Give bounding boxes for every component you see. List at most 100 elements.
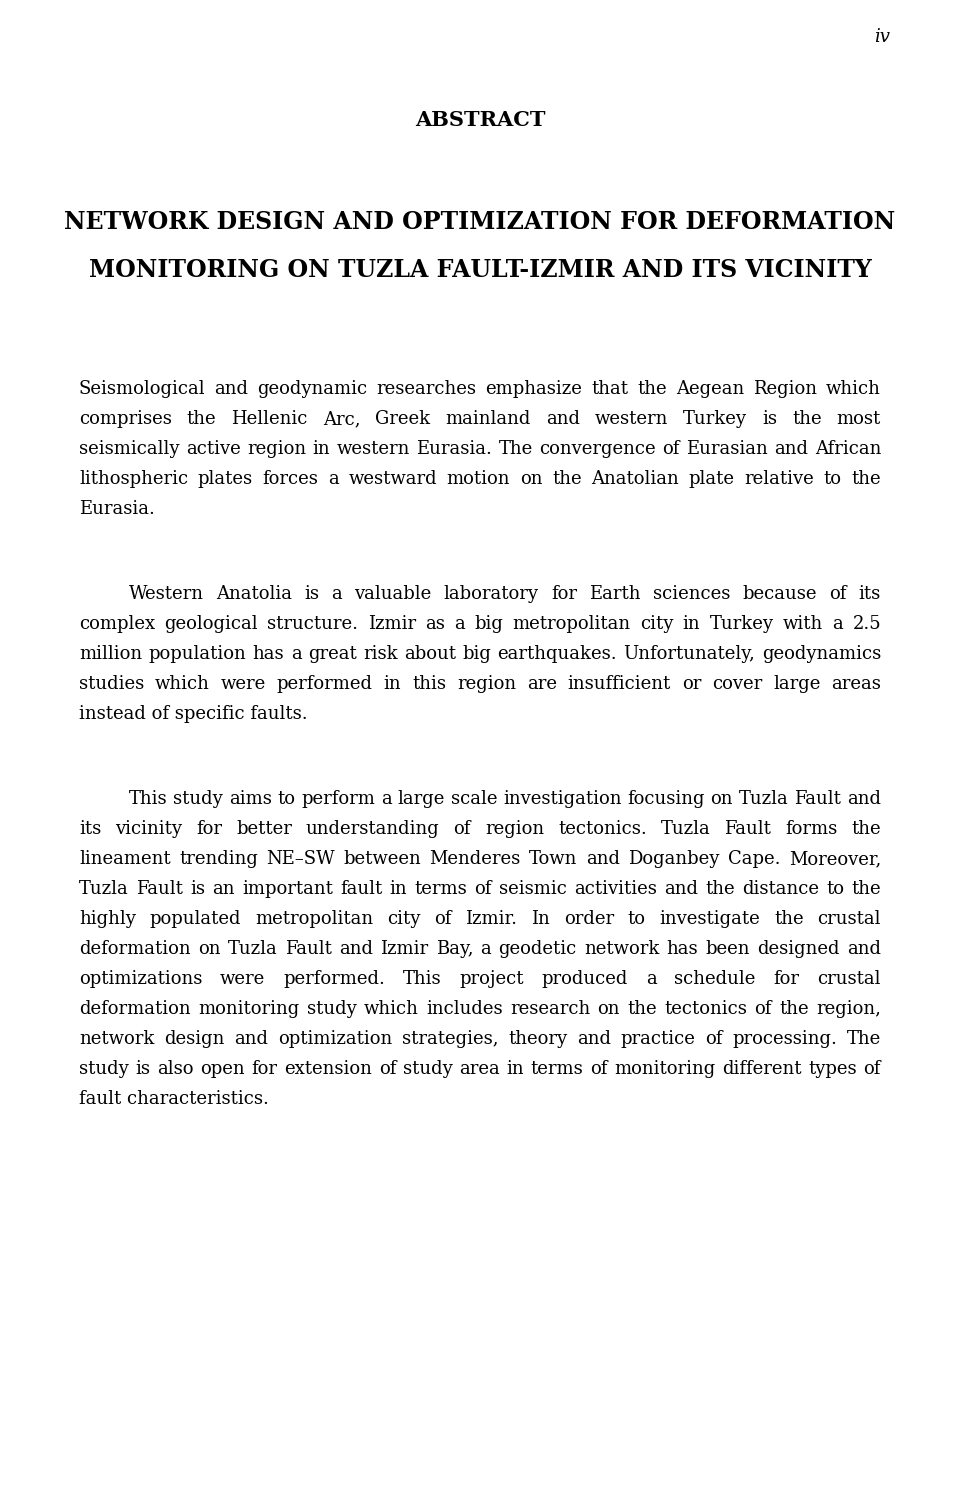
Text: also: also: [157, 1061, 194, 1079]
Text: metropolitan: metropolitan: [513, 616, 631, 634]
Text: focusing: focusing: [627, 789, 705, 807]
Text: scale: scale: [450, 789, 497, 807]
Text: large: large: [773, 676, 820, 694]
Text: city: city: [640, 616, 673, 634]
Text: to: to: [827, 879, 844, 897]
Text: researches: researches: [376, 380, 476, 398]
Text: lineament: lineament: [79, 849, 171, 867]
Text: This: This: [403, 971, 442, 989]
Text: monitoring: monitoring: [198, 1001, 300, 1019]
Text: on: on: [597, 1001, 620, 1019]
Text: Hellenic: Hellenic: [231, 410, 308, 428]
Text: valuable: valuable: [354, 586, 432, 604]
Text: complex: complex: [79, 616, 156, 634]
Text: about: about: [404, 646, 456, 664]
Text: Eurasia.: Eurasia.: [79, 500, 155, 518]
Text: the: the: [852, 879, 881, 897]
Text: This: This: [129, 789, 168, 807]
Text: Fault: Fault: [136, 879, 182, 897]
Text: region: region: [457, 676, 516, 694]
Text: of: of: [705, 1031, 723, 1049]
Text: on: on: [710, 789, 733, 807]
Text: on: on: [198, 941, 221, 959]
Text: Earth: Earth: [589, 586, 640, 604]
Text: Tuzla: Tuzla: [739, 789, 788, 807]
Text: a: a: [480, 941, 492, 959]
Text: its: its: [859, 586, 881, 604]
Text: deformation: deformation: [79, 1001, 191, 1019]
Text: Turkey: Turkey: [709, 616, 774, 634]
Text: or: or: [682, 676, 701, 694]
Text: deformation: deformation: [79, 941, 191, 959]
Text: network: network: [584, 941, 660, 959]
Text: of: of: [662, 440, 680, 458]
Text: an: an: [212, 879, 235, 897]
Text: the: the: [852, 819, 881, 837]
Text: study: study: [403, 1061, 452, 1079]
Text: a: a: [328, 470, 339, 488]
Text: of: of: [378, 1061, 396, 1079]
Text: has: has: [666, 941, 698, 959]
Text: convergence: convergence: [540, 440, 656, 458]
Text: the: the: [637, 380, 667, 398]
Text: 2.5: 2.5: [852, 616, 881, 634]
Text: optimizations: optimizations: [79, 971, 203, 989]
Text: mainland: mainland: [445, 410, 531, 428]
Text: geodynamics: geodynamics: [761, 646, 881, 664]
Text: of: of: [474, 879, 492, 897]
Text: open: open: [201, 1061, 245, 1079]
Text: Eurasian: Eurasian: [686, 440, 768, 458]
Text: insufficient: insufficient: [567, 676, 671, 694]
Text: large: large: [397, 789, 444, 807]
Text: active: active: [186, 440, 241, 458]
Text: which: which: [364, 1001, 419, 1019]
Text: big: big: [474, 616, 503, 634]
Text: Eurasia.: Eurasia.: [417, 440, 492, 458]
Text: Aegean: Aegean: [676, 380, 744, 398]
Text: geodynamic: geodynamic: [257, 380, 368, 398]
Text: and: and: [664, 879, 698, 897]
Text: were: were: [221, 676, 266, 694]
Text: fault: fault: [340, 879, 382, 897]
Text: better: better: [236, 819, 292, 837]
Text: the: the: [792, 410, 822, 428]
Text: Izmir.: Izmir.: [466, 909, 517, 927]
Text: laboratory: laboratory: [444, 586, 539, 604]
Text: extension: extension: [284, 1061, 372, 1079]
Text: which: which: [156, 676, 210, 694]
Text: crustal: crustal: [818, 971, 881, 989]
Text: area: area: [459, 1061, 500, 1079]
Text: to: to: [628, 909, 646, 927]
Text: seismically: seismically: [79, 440, 180, 458]
Text: Western: Western: [129, 586, 204, 604]
Text: African: African: [815, 440, 881, 458]
Text: Region: Region: [754, 380, 817, 398]
Text: because: because: [742, 586, 817, 604]
Text: that: that: [591, 380, 629, 398]
Text: in: in: [384, 676, 401, 694]
Text: areas: areas: [831, 676, 881, 694]
Text: with: with: [782, 616, 823, 634]
Text: relative: relative: [744, 470, 814, 488]
Text: which: which: [827, 380, 881, 398]
Text: Unfortunately,: Unfortunately,: [624, 646, 756, 664]
Text: the: the: [187, 410, 217, 428]
Text: plate: plate: [688, 470, 734, 488]
Text: tectonics.: tectonics.: [558, 819, 647, 837]
Text: Tuzla: Tuzla: [660, 819, 710, 837]
Text: its: its: [79, 819, 101, 837]
Text: strategies,: strategies,: [402, 1031, 498, 1049]
Text: practice: practice: [620, 1031, 695, 1049]
Text: big: big: [463, 646, 492, 664]
Text: and: and: [215, 380, 249, 398]
Text: a: a: [646, 971, 657, 989]
Text: has: has: [252, 646, 284, 664]
Text: a: a: [454, 616, 465, 634]
Text: comprises: comprises: [79, 410, 172, 428]
Text: Turkey: Turkey: [684, 410, 747, 428]
Text: understanding: understanding: [306, 819, 440, 837]
Text: of: of: [590, 1061, 608, 1079]
Text: metropolitan: metropolitan: [255, 909, 373, 927]
Text: Fault: Fault: [285, 941, 331, 959]
Text: as: as: [425, 616, 444, 634]
